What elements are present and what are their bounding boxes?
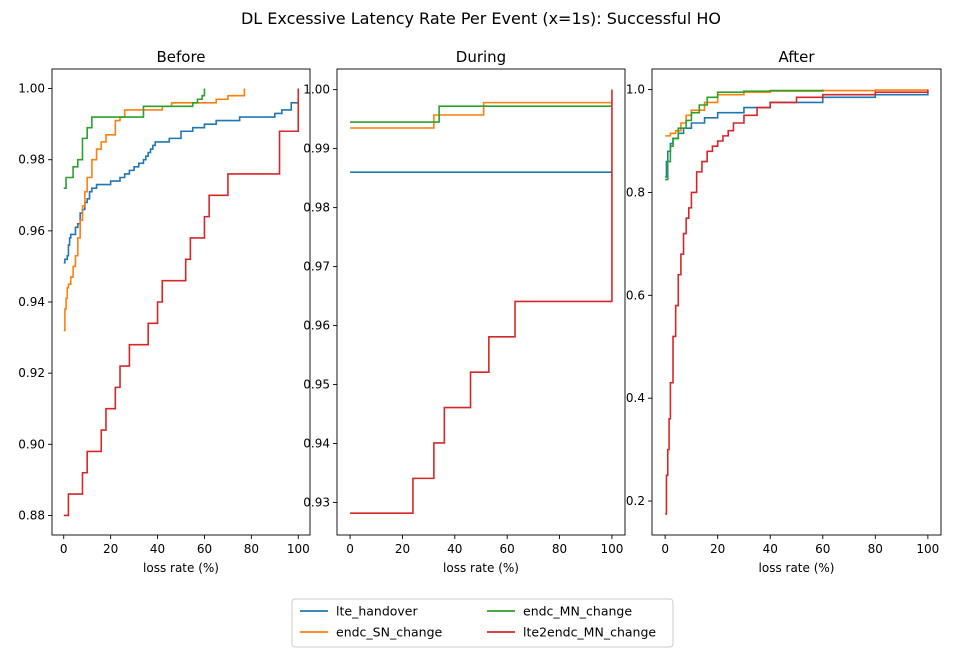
y-tick-label: 0.93 bbox=[303, 496, 330, 510]
legend-label: endc_MN_change bbox=[523, 604, 632, 619]
y-tick-label: 0.97 bbox=[303, 260, 330, 274]
x-tick-label: 40 bbox=[763, 542, 778, 556]
x-tick-label: 80 bbox=[244, 542, 259, 556]
y-tick-label: 0.2 bbox=[626, 494, 645, 508]
x-tick-label: 20 bbox=[710, 542, 725, 556]
x-tick-label: 100 bbox=[287, 542, 310, 556]
panel-title: Before bbox=[156, 48, 205, 66]
series-line-endc_SN_change bbox=[350, 101, 612, 129]
x-tick-label: 100 bbox=[916, 542, 939, 556]
series-line-lte2endc_MN_change bbox=[350, 89, 613, 514]
axes-frame bbox=[336, 68, 626, 536]
x-tick-label: 80 bbox=[868, 542, 883, 556]
legend-item-lte_handover: lte_handover bbox=[300, 604, 418, 619]
x-tick-label: 20 bbox=[395, 542, 410, 556]
series-line-endc_MN_change bbox=[665, 89, 824, 181]
legend-item-endc_MN_change: endc_MN_change bbox=[487, 604, 632, 619]
legend-item-endc_SN_change: endc_SN_change bbox=[300, 625, 443, 640]
figure-title: DL Excessive Latency Rate Per Event (x=1… bbox=[241, 9, 721, 28]
x-tick-label: 60 bbox=[197, 542, 212, 556]
x-tick-label: 100 bbox=[600, 542, 623, 556]
y-tick-label: 0.88 bbox=[18, 508, 45, 522]
y-tick-label: 0.95 bbox=[303, 378, 330, 392]
x-axis-label: loss rate (%) bbox=[443, 561, 519, 575]
y-tick-label: 0.96 bbox=[18, 224, 45, 238]
x-tick-label: 0 bbox=[661, 542, 669, 556]
series-line-lte_handover bbox=[665, 92, 929, 178]
x-tick-label: 60 bbox=[815, 542, 830, 556]
y-tick-label: 1.00 bbox=[18, 82, 45, 96]
series-line-endc_MN_change bbox=[350, 105, 612, 123]
chart-panel-before: Before 0 20 40 60 80 100 0.88 0.90 0.92 0.94 0.96 0.… bbox=[18, 48, 311, 575]
series-line-endc_SN_change bbox=[63, 88, 246, 332]
series-line-endc_MN_change bbox=[63, 88, 206, 189]
y-tick-label: 0.4 bbox=[626, 391, 645, 405]
y-tick-label: 0.94 bbox=[303, 437, 330, 451]
panel-title: After bbox=[778, 48, 815, 66]
y-tick-label: 0.96 bbox=[303, 319, 330, 333]
x-tick-label: 80 bbox=[552, 542, 567, 556]
y-tick-label: 0.90 bbox=[18, 437, 45, 451]
legend: lte_handover endc_SN_change endc_MN_change… bbox=[291, 598, 674, 648]
x-tick-label: 0 bbox=[60, 542, 68, 556]
y-tick-label: 0.8 bbox=[626, 185, 645, 199]
x-tick-label: 40 bbox=[447, 542, 462, 556]
x-tick-label: 0 bbox=[346, 542, 354, 556]
legend-label: lte_handover bbox=[336, 604, 418, 619]
chart-panel-after: After 0 20 40 60 80 100 0.2 0.4 0.6 0.8 1.0 loss rat… bbox=[626, 48, 942, 575]
y-tick-label: 0.6 bbox=[626, 288, 645, 302]
panel-title: During bbox=[456, 48, 506, 66]
series-line-lte_handover bbox=[63, 101, 299, 264]
chart-panels: Before 0 20 40 60 80 100 0.88 0.90 0.92 0.94 0.96 0.… bbox=[18, 48, 942, 575]
y-tick-label: 0.98 bbox=[303, 201, 330, 215]
y-tick-label: 0.99 bbox=[303, 142, 330, 156]
x-axis-label: loss rate (%) bbox=[143, 561, 219, 575]
legend-box bbox=[291, 598, 674, 648]
y-tick-label: 0.94 bbox=[18, 295, 45, 309]
legend-item-lte2endc_MN_change: lte2endc_MN_change bbox=[487, 625, 656, 640]
series-line-lte2endc_MN_change bbox=[63, 88, 300, 517]
y-tick-label: 1.0 bbox=[626, 83, 645, 97]
y-tick-label: 1.00 bbox=[303, 83, 330, 97]
series-line-lte2endc_MN_change bbox=[665, 89, 929, 515]
x-tick-label: 20 bbox=[103, 542, 118, 556]
x-tick-label: 60 bbox=[500, 542, 515, 556]
x-tick-label: 40 bbox=[150, 542, 165, 556]
legend-label: endc_SN_change bbox=[336, 625, 443, 640]
x-axis-label: loss rate (%) bbox=[759, 561, 835, 575]
axes-frame bbox=[651, 68, 942, 536]
y-tick-label: 0.92 bbox=[18, 366, 45, 380]
chart-panel-during: During 0 20 40 60 80 100 0.93 0.94 0.95 0.96 0.97 0.… bbox=[303, 48, 626, 575]
y-tick-label: 0.98 bbox=[18, 153, 45, 167]
legend-label: lte2endc_MN_change bbox=[523, 625, 656, 640]
